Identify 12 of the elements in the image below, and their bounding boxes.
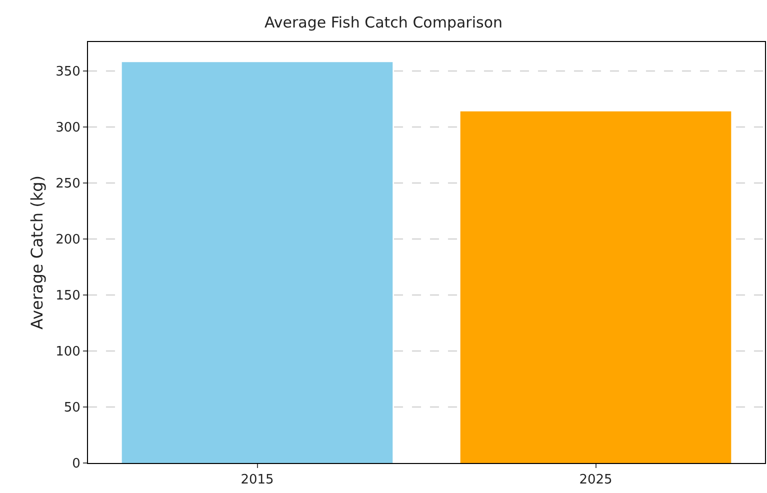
x-tick-label: 2015 bbox=[240, 472, 274, 488]
chart-title: Average Fish Catch Comparison bbox=[264, 13, 503, 32]
y-tick-label: 100 bbox=[56, 344, 80, 360]
y-tick-label: 50 bbox=[64, 400, 80, 416]
y-tick-label: 0 bbox=[72, 456, 80, 472]
y-tick-label: 250 bbox=[56, 176, 80, 192]
x-tick-label: 2025 bbox=[579, 472, 612, 488]
y-tick-label: 150 bbox=[56, 288, 80, 304]
y-tick-label: 200 bbox=[56, 232, 80, 248]
y-axis-title: Average Catch (kg) bbox=[27, 176, 46, 330]
y-tick-label: 300 bbox=[56, 120, 80, 136]
y-tick-label: 350 bbox=[56, 64, 80, 80]
